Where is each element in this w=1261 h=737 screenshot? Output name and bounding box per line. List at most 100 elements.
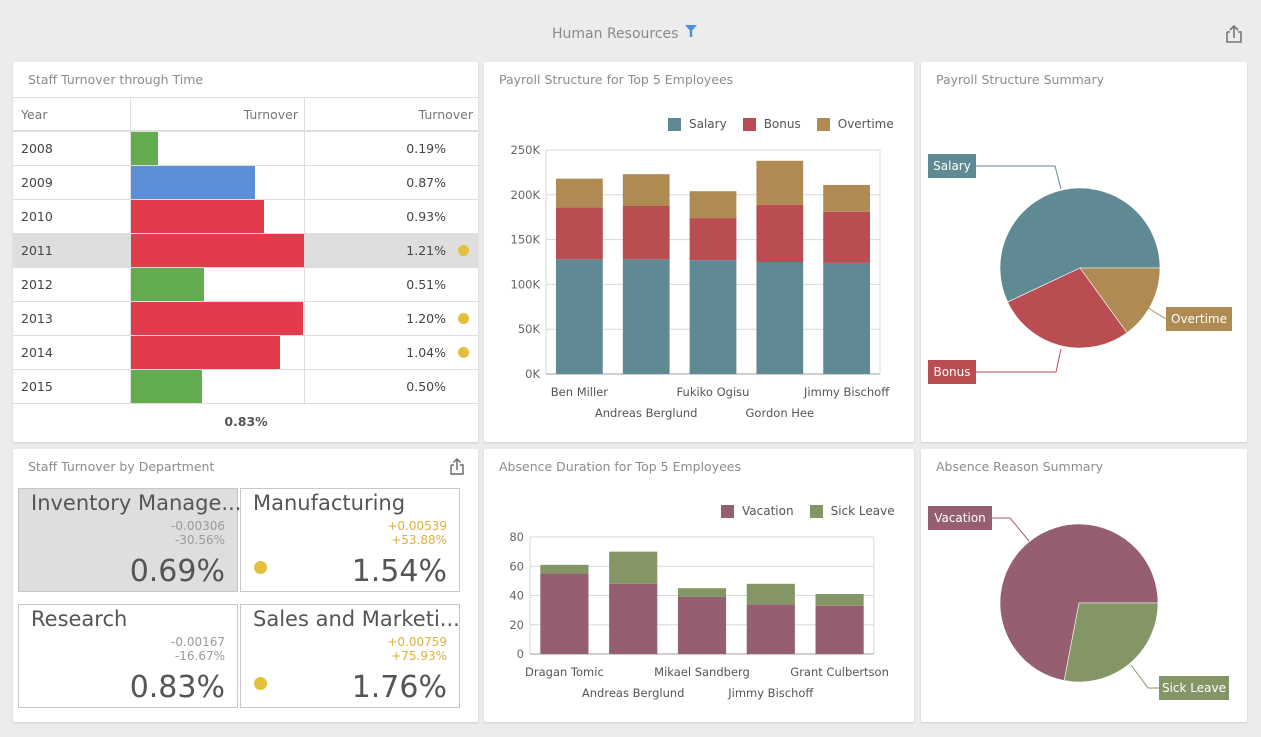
table-row[interactable]: 2009 0.87% xyxy=(13,166,478,200)
legend-item-vacation[interactable]: Vacation xyxy=(721,504,794,518)
x-tick-label: Mikael Sandberg xyxy=(654,665,750,679)
turnover-value-cell: 1.04% xyxy=(305,336,478,369)
card-delta-percent: -16.67% xyxy=(174,649,225,663)
bar-vacation[interactable] xyxy=(677,596,727,654)
bar-overtime[interactable] xyxy=(556,178,603,208)
department-card[interactable]: Sales and Marketi... +0.00759 +75.93% 1.76% xyxy=(240,604,460,708)
bar-overtime[interactable] xyxy=(622,174,670,206)
panel-title: Absence Reason Summary xyxy=(936,459,1104,474)
bar-salary[interactable] xyxy=(823,262,870,374)
turnover-value: 0.50% xyxy=(406,379,446,394)
department-card[interactable]: Inventory Manage... -0.00306 -30.56% 0.69% xyxy=(18,488,242,592)
table-row[interactable]: 2015 0.50% xyxy=(13,370,478,404)
bar-sick-leave[interactable] xyxy=(609,551,658,584)
year-cell: 2012 xyxy=(13,268,131,301)
bar-sick-leave[interactable] xyxy=(677,588,727,597)
pie-label: Bonus xyxy=(933,365,970,379)
bar-vacation[interactable] xyxy=(609,583,658,654)
card-title: Inventory Manage... xyxy=(31,491,242,515)
x-tick-label: Andreas Berglund xyxy=(582,686,685,700)
turnover-value-cell: 0.87% xyxy=(305,166,478,199)
bar-bonus[interactable] xyxy=(556,207,603,260)
turnover-value: 0.93% xyxy=(406,209,446,224)
payroll-legend: Salary Bonus Overtime xyxy=(668,117,894,131)
bar-sick-leave[interactable] xyxy=(746,583,795,605)
turnover-bar-cell xyxy=(131,302,305,335)
card-delta-percent: -30.56% xyxy=(174,533,225,547)
pie-label-connector xyxy=(1130,664,1159,689)
y-tick-label: 100K xyxy=(511,277,541,291)
table-row[interactable]: 2010 0.93% xyxy=(13,200,478,234)
column-header-year[interactable]: Year xyxy=(13,98,131,130)
card-delta-absolute: -0.00306 xyxy=(171,519,225,533)
y-tick-label: 0K xyxy=(525,367,540,381)
bar-bonus[interactable] xyxy=(622,206,670,260)
table-row[interactable]: 2008 0.19% xyxy=(13,132,478,166)
bar-vacation[interactable] xyxy=(540,573,589,654)
legend-item-salary[interactable]: Salary xyxy=(668,117,727,131)
turnover-bar-cell xyxy=(131,166,305,199)
bar-bonus[interactable] xyxy=(689,218,737,261)
year-cell: 2011 xyxy=(13,234,131,267)
bar-salary[interactable] xyxy=(756,262,804,374)
table-row[interactable]: 2011 1.21% xyxy=(13,234,478,268)
pie-slice-sick-leave[interactable] xyxy=(1063,602,1159,683)
pie-label-box xyxy=(928,506,992,530)
turnover-value: 1.20% xyxy=(406,311,446,326)
department-card[interactable]: Research -0.00167 -16.67% 0.83% xyxy=(18,604,238,708)
legend-item-sick-leave[interactable]: Sick Leave xyxy=(809,504,895,518)
indicator-dot-icon xyxy=(254,677,267,690)
department-card[interactable]: Manufacturing +0.00539 +53.88% 1.54% xyxy=(240,488,460,592)
column-header-turnover-bar[interactable]: Turnover xyxy=(131,98,305,130)
card-value: 0.83% xyxy=(129,670,225,705)
pie-slice-overtime[interactable] xyxy=(1079,267,1161,334)
dashboard-title: Human Resources xyxy=(552,26,679,42)
bar-bonus[interactable] xyxy=(823,211,870,263)
table-row[interactable]: 2012 0.51% xyxy=(13,268,478,302)
pie-slice-bonus[interactable] xyxy=(1007,267,1128,349)
pie-slice-salary[interactable] xyxy=(999,187,1161,303)
indicator-dot-icon xyxy=(254,561,267,574)
turnover-value-cell: 0.19% xyxy=(305,132,478,165)
bar-sick-leave[interactable] xyxy=(540,564,589,574)
turnover-value: 0.87% xyxy=(406,175,446,190)
bar-vacation[interactable] xyxy=(746,604,795,654)
bar-salary[interactable] xyxy=(622,259,670,374)
bar-bonus[interactable] xyxy=(756,204,804,262)
bar-salary[interactable] xyxy=(689,260,737,374)
bar-overtime[interactable] xyxy=(756,160,804,205)
card-value: 0.69% xyxy=(129,554,225,589)
card-title: Sales and Marketi... xyxy=(253,607,460,631)
legend-item-bonus[interactable]: Bonus xyxy=(742,117,801,131)
bar-overtime[interactable] xyxy=(689,191,737,219)
filter-icon[interactable] xyxy=(685,25,697,39)
column-header-turnover-value[interactable]: Turnover xyxy=(418,106,473,122)
legend-swatch xyxy=(742,117,756,131)
pie-label-box xyxy=(928,360,976,384)
export-icon[interactable] xyxy=(1224,24,1244,44)
bar-overtime[interactable] xyxy=(823,184,870,212)
card-title: Research xyxy=(31,607,128,631)
turnover-grid: Year Turnover Turnover 2008 0.19% 2009 0.87… xyxy=(13,97,478,404)
year-cell: 2010 xyxy=(13,200,131,233)
turnover-value-cell: 0.51% xyxy=(305,268,478,301)
table-row[interactable]: 2014 1.04% xyxy=(13,336,478,370)
export-icon[interactable] xyxy=(449,458,465,476)
turnover-bar xyxy=(131,132,159,165)
turnover-value-cell: 1.20% xyxy=(305,302,478,335)
bar-sick-leave[interactable] xyxy=(815,594,864,606)
bar-vacation[interactable] xyxy=(815,605,864,654)
grid-header: Year Turnover Turnover xyxy=(13,97,478,132)
y-tick-label: 50K xyxy=(518,322,541,336)
indicator-dot-icon xyxy=(458,347,469,358)
bar-salary[interactable] xyxy=(556,259,603,374)
table-row[interactable]: 2013 1.20% xyxy=(13,302,478,336)
card-delta-percent: +53.88% xyxy=(391,533,447,547)
pie-slice-vacation[interactable] xyxy=(999,523,1159,681)
turnover-bar-cell xyxy=(131,336,305,369)
turnover-bar xyxy=(131,166,256,199)
legend-item-overtime[interactable]: Overtime xyxy=(816,117,894,131)
year-cell: 2013 xyxy=(13,302,131,335)
turnover-bar xyxy=(131,200,264,233)
indicator-dot-icon xyxy=(458,313,469,324)
